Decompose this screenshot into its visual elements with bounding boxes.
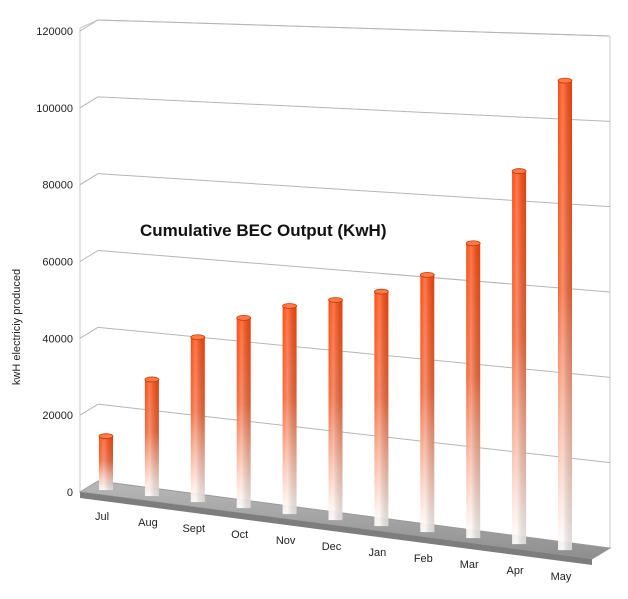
bar-shade [144,379,159,497]
x-tick-label: May [551,571,572,583]
x-tick-label: Nov [276,535,296,547]
bar-may [557,77,573,551]
bar-jul [98,433,114,491]
bar-dec [328,297,343,521]
bar-cap [190,334,206,341]
bar-shade [236,317,251,509]
gridline-side [79,96,99,109]
bar-cap [511,168,527,174]
bar-sept [190,334,206,503]
x-axis-ticks: Jul Aug Sept Oct Nov Dec Jan Feb Mar Apr May [95,511,572,583]
y-tick-label: 40000 [42,333,73,345]
bar-nov [282,303,298,515]
bar-jan [373,288,389,527]
gridline [97,403,611,464]
y-tick-label: 20000 [42,410,73,422]
footer-mark: _ [289,589,297,599]
bar-shade [374,291,389,527]
x-tick-label: Oct [231,529,248,541]
bar-cap [328,297,343,303]
gridline [97,19,611,37]
bar-cap [373,288,389,295]
bar-oct [236,314,252,509]
gridline-side [79,250,99,262]
bar-mar [465,240,481,539]
bar-shade [328,299,343,521]
gridline-side [79,326,99,339]
x-tick-label: Sept [182,523,205,535]
x-tick-label: Jul [95,511,109,523]
bar-shade [512,171,527,545]
bar-cap [98,433,114,440]
y-axis-label: kwH electriciy produced [11,269,23,385]
chart-floor-edge [80,492,592,565]
bar-cap [419,272,435,278]
bar-feb [419,272,435,533]
plot-frame [79,19,611,548]
x-tick-label: Apr [507,565,524,577]
gridline-side [79,403,99,416]
gridline-side [79,173,99,186]
bar-shade [282,306,297,515]
bar-apr [511,168,527,545]
x-tick-label: Mar [460,559,479,571]
y-tick-label: 120000 [36,26,73,38]
bar-cap [282,303,298,309]
y-tick-label: 80000 [42,180,73,192]
bar-aug [144,376,160,497]
x-tick-label: Dec [322,541,342,553]
y-tick-label: 0 [67,487,73,499]
gridline [97,96,611,122]
gridline [97,250,611,293]
bar-shade [420,274,435,533]
y-tick-label: 60000 [42,257,73,269]
bar-shade [558,80,572,551]
bar-shade [190,337,205,503]
gridline-side [79,19,99,32]
bar-cap [144,376,160,383]
bar-shade [466,243,481,539]
chart-floor [78,480,612,560]
bar-cap [465,240,481,247]
y-axis-ticks: 0 20000 40000 60000 80000 100000 120000 [36,26,73,499]
gridline [97,173,611,208]
gridline [97,326,611,378]
bar-shade [99,436,113,491]
gridlines [79,19,611,464]
x-tick-label: Jan [369,547,387,559]
bar-cap [557,77,573,84]
bar-cap [236,314,252,321]
chart-title: Cumulative BEC Output (KwH) [140,221,387,240]
y-tick-label: 100000 [36,103,73,115]
bars [98,77,573,551]
x-tick-label: Feb [414,553,433,565]
x-tick-label: Aug [138,517,158,529]
